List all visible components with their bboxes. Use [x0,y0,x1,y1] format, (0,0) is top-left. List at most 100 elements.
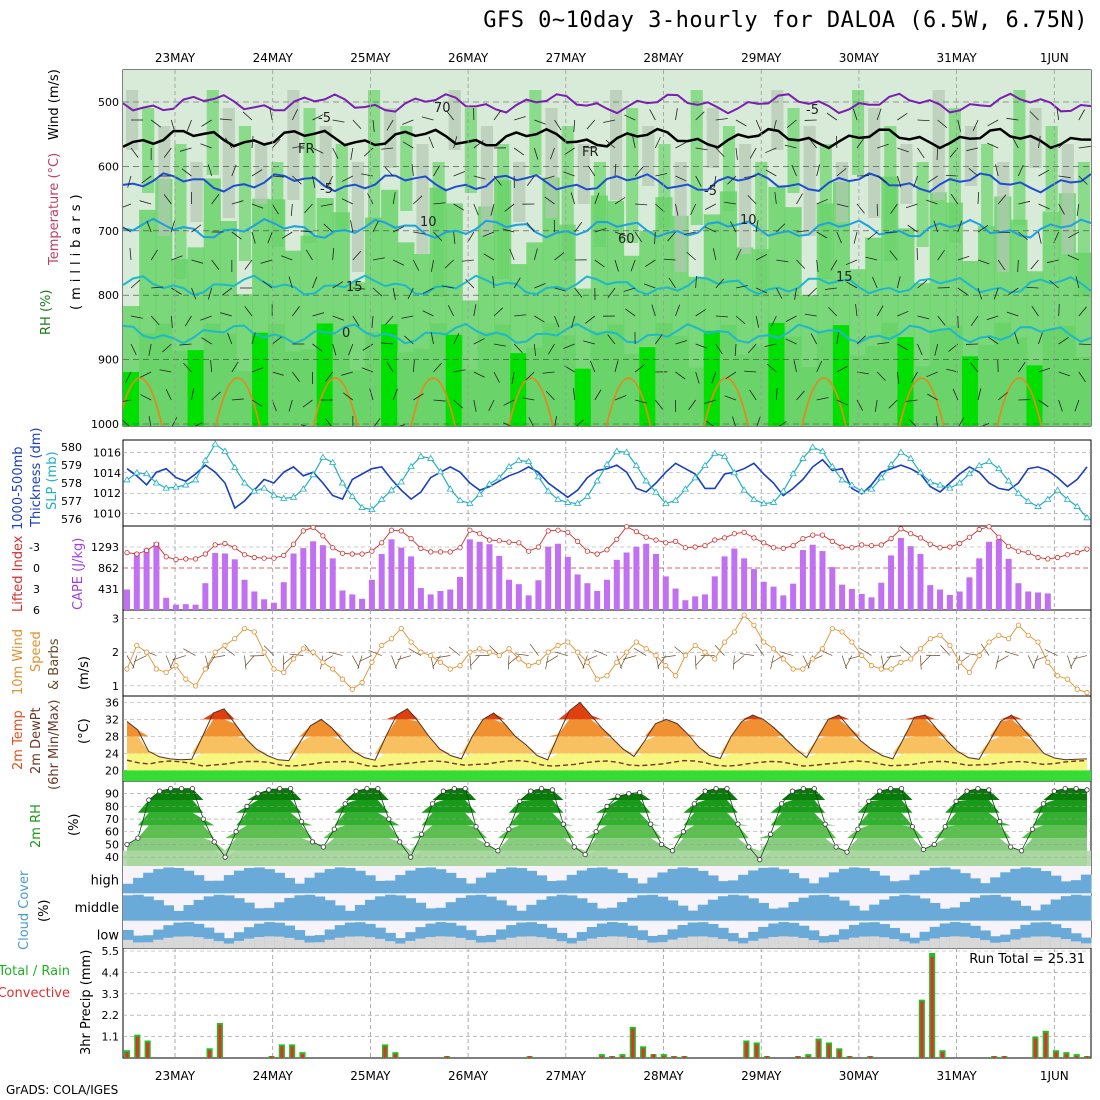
wind10-barb [1073,655,1088,660]
wind10-point [898,659,904,665]
cloud-cover-bar [667,929,679,948]
wind-barb [705,420,714,426]
wind10-point [1055,673,1061,679]
rh2m-point [189,786,196,792]
rh2m-point [309,839,316,845]
cloud-cover-bar [889,896,901,921]
cloud-cover-bar [223,875,235,894]
wind-barb [876,108,882,121]
cape-bar [221,553,228,610]
wind10-barb [394,655,402,669]
slp-point [319,453,327,460]
slp-point [417,452,425,459]
wind-barb [695,276,697,289]
rh-band [932,90,945,200]
wind-barb [372,257,385,261]
cloud-cover-bar [284,925,296,948]
rh-band [461,369,479,426]
wind-barb [251,203,264,209]
wind-barb [1058,139,1068,149]
slp-point [926,478,934,485]
rh2m-point [484,841,490,848]
cape-bar [966,577,973,610]
wind-barb [635,428,639,439]
wind-barb [312,312,325,317]
lifted-index-point [467,527,473,533]
cloud-cover-bar [324,929,336,948]
cape-bar [290,553,297,610]
cloud-cover-bar [929,867,941,894]
precip-tick: 2.2 [102,1009,120,1022]
cloud-cover-bar [516,922,527,948]
wind-barb [341,198,354,205]
profile-units-label: (millibars) [69,189,84,310]
cloud-low-gray [667,939,679,948]
wind-barb [1058,336,1069,345]
lifted-index-point [672,538,679,545]
rh2m-point [146,797,152,803]
slp-point [789,470,797,477]
wind-barb [411,164,414,177]
wind10-point [261,649,267,655]
thickness-tick: 577 [61,495,82,508]
wind-barb [614,360,619,373]
wind-barb [755,254,767,261]
wind-barb [392,192,396,205]
lifted-index-point [721,535,728,541]
cloud-low-gray [496,939,507,948]
temperature-contour [123,217,1091,239]
cloud-cover-bar [677,867,689,894]
wind-barb [123,399,132,402]
wind-barb [453,203,465,211]
rh2m-point [429,801,436,807]
contour-label: 60 [618,232,635,247]
lifted-index-point [143,547,150,554]
cape-bar [829,567,836,610]
wind-barb [1049,279,1059,289]
rh-band [1045,126,1058,211]
cape-bar [937,589,944,610]
date-label-bottom: 25MAY [350,1069,391,1083]
precip-convective-bar [610,1056,614,1058]
thickness-tick: 578 [61,477,82,490]
cloud-low-gray [919,940,931,948]
wind-barb [607,334,616,345]
cape-bar [555,543,562,610]
cloud-low-gray [294,939,306,948]
wind10-point [1045,659,1051,665]
wind-barb [148,416,152,426]
cloud-cover-bar [264,869,275,894]
wind-barb [170,315,173,328]
precip-convective-bar [383,1046,387,1058]
cloud-cover-bar [728,933,739,948]
wind-barb [392,259,405,266]
rh-band [432,162,445,297]
precip-convective-bar [208,1050,212,1058]
cloud-cover-bar [1050,875,1062,894]
wind-barb [292,371,300,382]
lifted-index-point [1045,556,1051,562]
lifted-index-point [614,536,620,542]
cloud-cover-bar [909,874,921,894]
cape-bar [339,590,346,610]
wind-barb [624,114,636,121]
cloud-cover-bar [233,870,245,894]
lifted-index-point [330,545,336,551]
cloud-cover-bar [869,904,880,921]
cloud-cover-bar [1060,881,1072,894]
wind-barb [1038,399,1049,408]
wind-barb [770,315,777,328]
cloud-cover-bar [728,894,739,921]
slp-point [426,454,435,461]
cloud-low-gray [223,943,235,948]
precip-convective-bar [218,1024,222,1058]
cloud-low-gray [576,940,588,948]
date-label-top: 31MAY [936,51,977,65]
wind-barb [747,195,757,205]
lifted-index-point [173,556,179,563]
contour-label: 10 [420,215,437,230]
rh2m-point [124,841,130,848]
cloud-cover-bar [566,937,578,948]
cloud-low-gray [617,936,628,948]
wind10-barb [695,655,706,667]
